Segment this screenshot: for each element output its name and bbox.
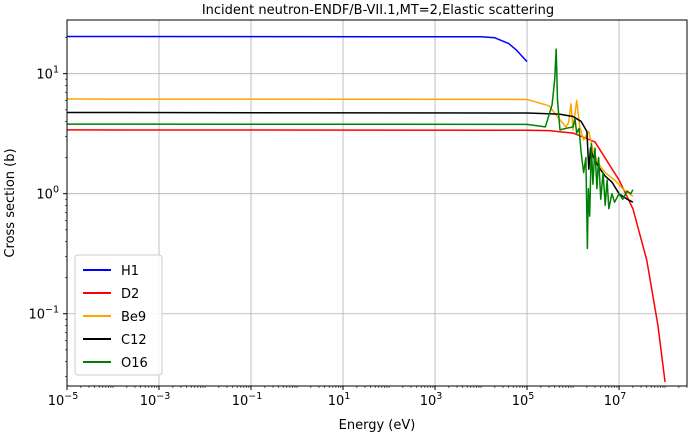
y-tick-label: 100 <box>36 185 59 203</box>
x-tick-label: 103 <box>420 391 443 409</box>
legend-label-h1: H1 <box>121 264 139 279</box>
x-tick-label: 10−5 <box>48 391 79 409</box>
plot-area-frame <box>66 19 688 387</box>
x-axis-label: Energy (eV) <box>339 418 416 433</box>
legend-label-be9: Be9 <box>121 310 146 325</box>
y-tick-label: 10−1 <box>28 305 59 323</box>
series-line-o16 <box>66 48 634 250</box>
y-tick-label: 101 <box>36 65 59 83</box>
x-tick-label: 105 <box>512 391 535 409</box>
legend-label-c12: C12 <box>121 333 147 348</box>
legend-label-d2: D2 <box>121 287 139 302</box>
series-line-d2 <box>66 129 666 383</box>
y-axis-label: Cross section (b) <box>3 148 18 257</box>
x-tick-label: 10−3 <box>140 391 171 409</box>
series-line-be9 <box>66 98 634 197</box>
x-tick-label: 101 <box>328 391 351 409</box>
x-tick-label: 107 <box>604 391 627 409</box>
x-tick-label: 10−1 <box>232 391 263 409</box>
series-line-h1 <box>66 35 528 63</box>
ticks: 10−5 10−3 10−1 101 103 105 107 101 100 10−1 <box>28 37 688 409</box>
legend-label-o16: O16 <box>121 356 148 371</box>
series-line-c12 <box>66 111 634 203</box>
legend: H1 D2 Be9 C12 O16 <box>74 254 163 376</box>
grid <box>66 20 687 386</box>
legend-box <box>74 254 163 376</box>
chart-title: Incident neutron-ENDF/B-VII.1,MT=2,Elast… <box>202 3 554 18</box>
series-lines <box>66 35 666 383</box>
